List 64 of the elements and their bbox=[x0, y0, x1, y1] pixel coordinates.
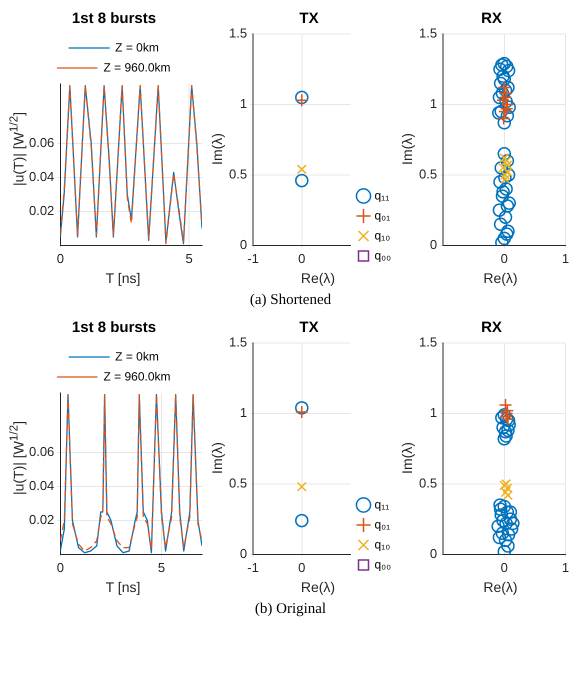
y-tick-label: 1 bbox=[240, 96, 248, 112]
y-tick-label: 1 bbox=[430, 405, 438, 420]
chart-title: 1st 8 bursts bbox=[72, 10, 156, 28]
y-tick-label: 0 bbox=[430, 546, 438, 561]
x-tick-label: 0 bbox=[298, 250, 306, 266]
x-tick-label: 5 bbox=[158, 560, 166, 575]
y-tick-label: 0.04 bbox=[28, 478, 54, 494]
x-tick-label: 1 bbox=[562, 250, 570, 266]
x-axis-title: Re(λ) bbox=[300, 579, 336, 597]
y-tick-label: 1.5 bbox=[418, 334, 438, 350]
y-tick-label: 0 bbox=[430, 236, 438, 252]
y-axis-title: Im(λ) bbox=[399, 442, 415, 474]
y-tick-label: 0.5 bbox=[418, 476, 438, 491]
y-tick-label: 1 bbox=[240, 405, 248, 420]
y-tick-label: 1.5 bbox=[228, 334, 248, 350]
y-tick-label: 1 bbox=[430, 96, 438, 112]
y-tick-label: 1.5 bbox=[228, 26, 248, 41]
x-tick-label: 0 bbox=[298, 560, 306, 575]
chart-title: TX bbox=[299, 10, 319, 28]
x-axis-title: Re(λ) bbox=[482, 270, 519, 288]
y-tick-label: 0.5 bbox=[418, 166, 438, 182]
y-tick-label: 1.5 bbox=[418, 26, 438, 41]
y-tick-label: 0.02 bbox=[28, 512, 54, 527]
y-tick-label: 0.04 bbox=[28, 169, 54, 184]
legend-label: Z = 0km bbox=[115, 40, 159, 54]
x-axis-title: T [ns] bbox=[104, 270, 142, 288]
chart-title: RX bbox=[481, 319, 502, 336]
text: (a) Shortened bbox=[248, 292, 332, 309]
y-axis-title: Im(λ) bbox=[209, 133, 225, 165]
y-tick-label: 0 bbox=[240, 236, 248, 252]
y-tick-label: 0.5 bbox=[228, 166, 248, 182]
legend-label: q₀₁ bbox=[374, 517, 390, 532]
y-tick-label: 0.06 bbox=[28, 444, 54, 460]
x-tick-label: 0 bbox=[500, 250, 508, 266]
legend-label: q₀₀ bbox=[374, 248, 392, 262]
y-axis-title: Im(λ) bbox=[399, 133, 415, 165]
y-tick-label: 0.5 bbox=[228, 476, 248, 491]
x-tick-label: 5 bbox=[186, 250, 193, 266]
x-axis-title: T [ns] bbox=[104, 579, 142, 597]
x-tick-label: 0 bbox=[500, 560, 508, 575]
legend-label: q₀₀ bbox=[374, 557, 392, 572]
y-tick-label: 0 bbox=[240, 546, 248, 561]
legend-label: q₁₀ bbox=[374, 537, 390, 552]
x-axis-title: Re(λ) bbox=[482, 579, 519, 597]
legend-label: Z = 960.0km bbox=[103, 60, 171, 74]
legend-label: q₁₀ bbox=[374, 228, 390, 242]
chart-title: TX bbox=[299, 319, 319, 336]
x-tick-label: -1 bbox=[247, 560, 259, 575]
legend-label: Z = 960.0km bbox=[103, 369, 171, 384]
legend-label: q₁₁ bbox=[374, 188, 390, 202]
x-tick-label: -1 bbox=[247, 250, 259, 266]
legend-label: q₁₁ bbox=[374, 497, 390, 512]
y-tick-label: 0.02 bbox=[28, 203, 54, 218]
y-tick-label: 0.06 bbox=[28, 135, 54, 150]
y-axis-title: Im(λ) bbox=[209, 442, 225, 474]
x-tick-label: 0 bbox=[56, 560, 64, 575]
legend-label: Z = 0km bbox=[115, 349, 159, 364]
x-axis-title: Re(λ) bbox=[300, 270, 336, 288]
x-tick-label: 1 bbox=[562, 560, 570, 575]
x-tick-label: 0 bbox=[56, 250, 64, 266]
chart-title: 1st 8 bursts bbox=[72, 319, 156, 336]
chart-title: RX bbox=[481, 10, 502, 28]
legend-label: q₀₁ bbox=[374, 208, 390, 222]
text: (b) Original bbox=[254, 601, 328, 618]
